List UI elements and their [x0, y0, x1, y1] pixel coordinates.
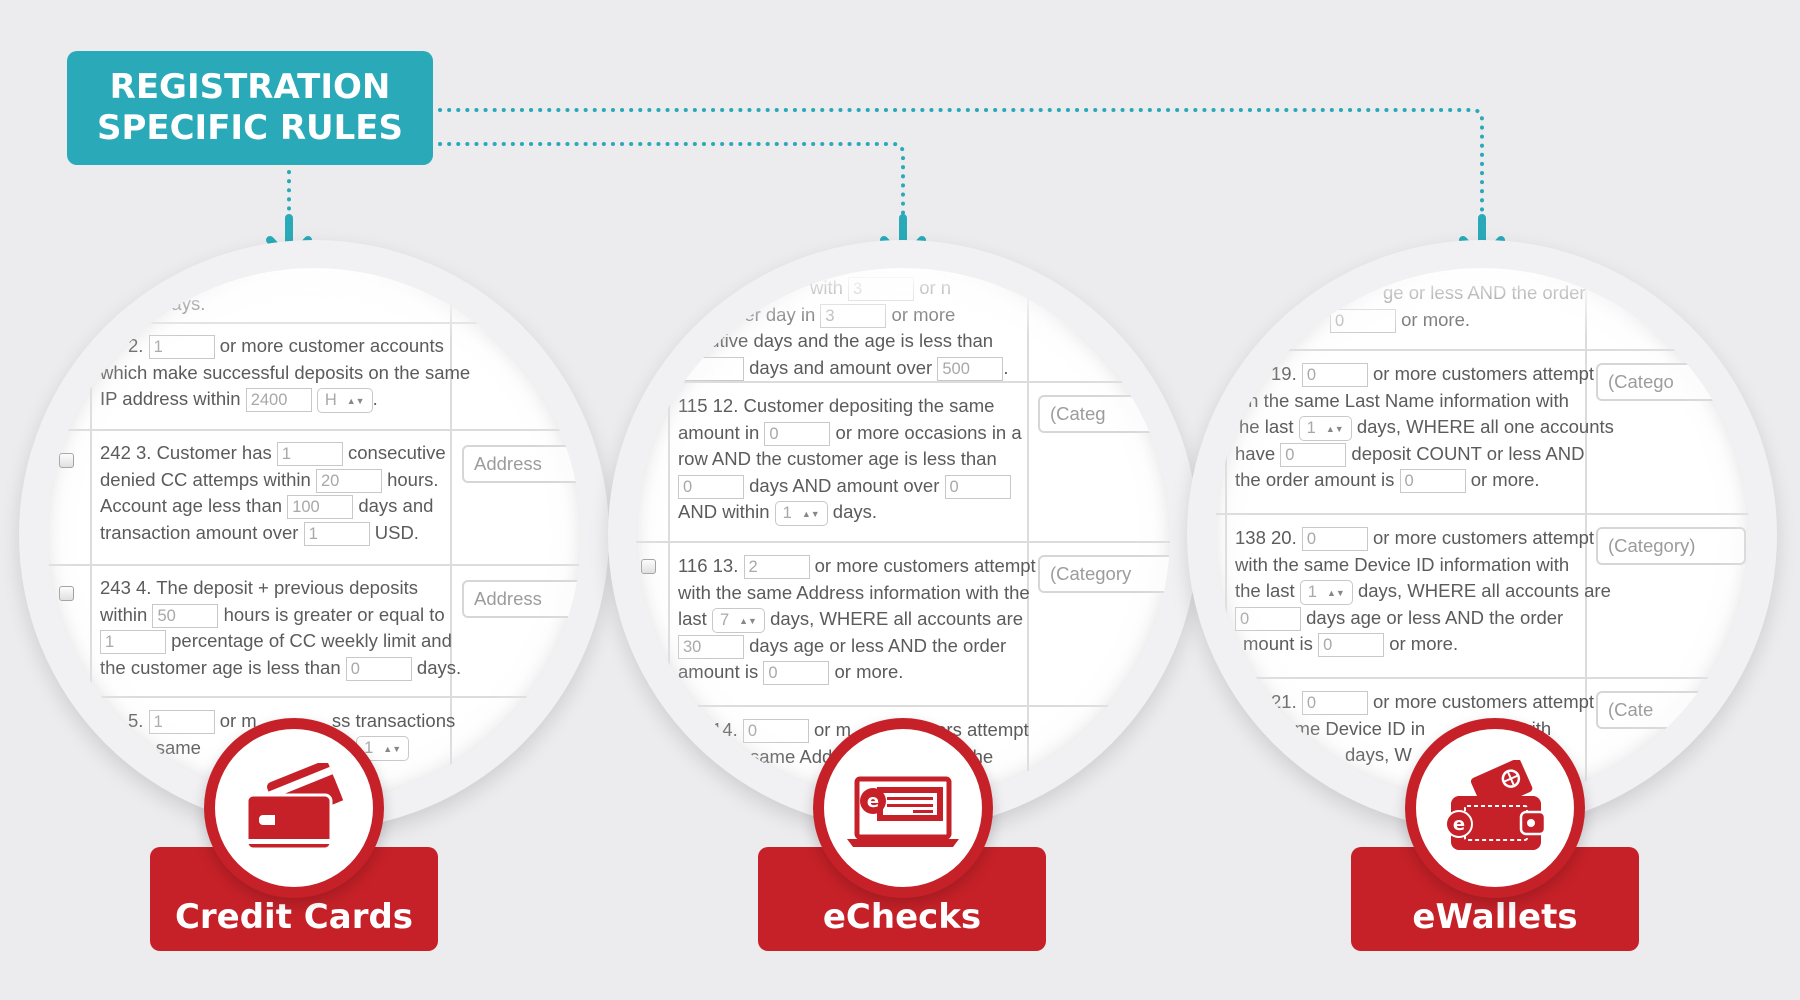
account-age-input[interactable]: 30 [678, 634, 744, 659]
echecks-icon-badge: e [813, 718, 993, 898]
denied-attempts-input[interactable]: 1 [276, 442, 343, 467]
svg-text:e: e [867, 791, 879, 812]
deposit-count-input[interactable]: 0 [1280, 442, 1347, 467]
amount-occasions-input[interactable]: 0 [764, 421, 831, 446]
transactions-input[interactable]: 1 [148, 710, 215, 735]
age-days-input[interactable]: 0 [678, 474, 744, 499]
category-dropdown[interactable]: (Category) [1596, 527, 1746, 565]
table-row: 242 3. Customer has 1 consecutive denied… [47, 431, 581, 566]
days-select[interactable]: 1 ▲▼ [1298, 415, 1352, 441]
table-row: with 3 or n per day in 3 or more cutive … [636, 268, 1170, 383]
account-age-input[interactable]: 100 [287, 495, 354, 520]
table-row: 115 12. Customer depositing the same amo… [636, 383, 1170, 543]
account-count-input[interactable]: 1 [148, 335, 215, 360]
customer-age-input[interactable]: 0 [345, 656, 412, 681]
hours-input[interactable]: 20 [315, 468, 382, 493]
ewallet-icon: e [1445, 760, 1547, 850]
ewallets-label: eWallets [1412, 897, 1578, 937]
table-row: 243 4. The deposit + previous deposits w… [47, 566, 581, 698]
category-dropdown[interactable]: (Cate [1596, 691, 1746, 729]
time-unit-select[interactable]: H ▲▼ [316, 387, 373, 413]
credit-cards-label: Credit Cards [174, 897, 414, 937]
table-row: 116 13. 2 or more customers attempt with… [636, 543, 1170, 707]
ewallets-icon-badge: e [1405, 718, 1585, 898]
title-line-1: REGISTRATION [109, 67, 391, 107]
table-row: 138 20. 0 or more customers attempt with… [1215, 515, 1749, 679]
days-select[interactable]: 1 ▲▼ [774, 500, 828, 526]
credit-cards-icon [245, 763, 344, 851]
ewallets-badge: eWallets [1351, 847, 1639, 951]
connector-to-ewallets [438, 108, 1484, 228]
category-dropdown[interactable]: Address [462, 580, 581, 618]
customer-count-input[interactable]: 0 [742, 719, 809, 744]
ip-window-input[interactable]: 2400 [245, 388, 312, 413]
days-select[interactable]: 7 ▲▼ [711, 607, 765, 633]
customer-count-input[interactable]: 0 [1301, 527, 1368, 552]
days-select[interactable]: 1 ▲▼ [1299, 579, 1353, 605]
table-row: days. [47, 268, 581, 324]
category-dropdown[interactable]: Address [462, 445, 581, 483]
customer-count-input[interactable]: 0 [1301, 691, 1368, 716]
amount-input[interactable]: 0 [944, 474, 1011, 499]
table-row: 19. 0 or more customers attempt th the s… [1215, 351, 1749, 515]
echecks-label: eChecks [822, 897, 982, 937]
row-checkbox[interactable] [59, 586, 74, 601]
row-checkbox[interactable] [59, 453, 74, 468]
customer-count-input[interactable]: 0 [1301, 363, 1368, 388]
account-age-input[interactable]: 0 [1235, 606, 1301, 631]
percentage-input[interactable]: 1 [100, 630, 166, 655]
category-dropdown[interactable]: (Category [1038, 555, 1170, 593]
credit-cards-icon-badge [204, 718, 384, 898]
table-row: 2. 1 or more customer accounts which mak… [47, 324, 581, 431]
connector-to-echecks [438, 142, 905, 228]
hours-input[interactable]: 50 [152, 603, 219, 628]
title-line-2: SPECIFIC RULES [96, 108, 404, 148]
customer-count-input[interactable]: 2 [743, 555, 810, 580]
echeck-laptop-icon: e [847, 776, 959, 847]
table-row: ge or less AND the order 0 or more. [1215, 268, 1749, 351]
order-amount-input[interactable]: 0 [763, 661, 830, 686]
category-dropdown[interactable]: (Catego [1596, 363, 1746, 401]
registration-specific-rules-title: REGISTRATION SPECIFIC RULES [67, 51, 433, 165]
row-checkbox[interactable] [641, 559, 656, 574]
category-dropdown[interactable]: (Categ [1038, 395, 1170, 433]
amount-input[interactable]: 1 [303, 521, 370, 546]
order-amount-input[interactable]: 0 [1399, 469, 1466, 494]
order-amount-input[interactable]: 0 [1318, 633, 1385, 658]
svg-text:e: e [1453, 814, 1465, 835]
